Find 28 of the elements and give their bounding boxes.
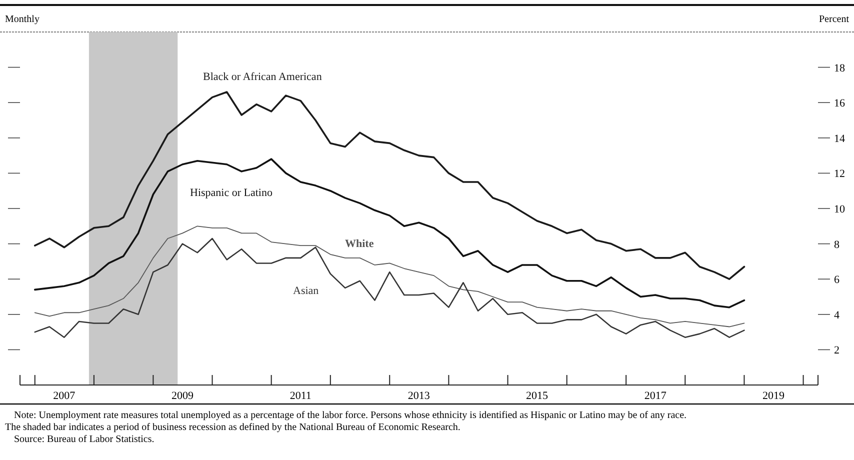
source-note: Source: Bureau of Labor Statistics.	[14, 434, 154, 445]
series-label: Black or African American	[203, 71, 322, 83]
x-tick-label: 2011	[290, 390, 312, 402]
y-tick-label: 10	[834, 204, 846, 216]
y-tick-label: 4	[834, 309, 840, 322]
text: Note: Unemployment rate measures total unemployed as a percentage of the labor force. Persons whose ethnicity is identified as Hispanic or Latino may be of any race. The shaded bar indicates a period of business recession as defined by the National Bureau of Economic Research.	[5, 410, 687, 433]
series-label: Hispanic or Latino	[190, 187, 273, 199]
x-tick-label: 2019	[762, 390, 785, 402]
y-tick-label: 6	[834, 274, 840, 286]
y-tick-label: 14	[834, 132, 846, 145]
y-axis-title: Percent	[819, 14, 850, 25]
y-tick-label: 8	[834, 238, 840, 251]
y-tick-label: 18	[834, 62, 846, 74]
line-series	[34, 238, 745, 338]
x-tick-label: 2017	[644, 390, 667, 402]
x-tick-label: 2013	[408, 390, 430, 402]
series-label: Asian	[293, 285, 320, 297]
x-tick-label: 2015	[526, 390, 549, 402]
line-series	[34, 226, 745, 328]
series-label: White	[345, 238, 374, 250]
line-series	[34, 158, 746, 308]
x-tick-label: 2009	[171, 390, 194, 402]
chart-subtitle: Monthly	[5, 14, 40, 25]
x-tick-label: 2007	[53, 390, 76, 402]
y-tick-label: 12	[834, 168, 845, 180]
y-tick-label: 2	[834, 344, 840, 357]
y-tick-label: 16	[834, 98, 846, 110]
line-series	[34, 91, 746, 280]
